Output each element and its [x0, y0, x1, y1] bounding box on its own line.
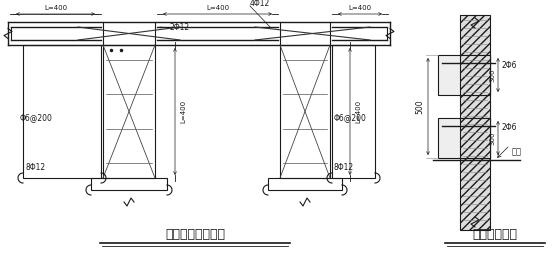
- Text: L=400: L=400: [44, 5, 67, 11]
- Text: L=400: L=400: [206, 5, 229, 11]
- Text: 4Φ12: 4Φ12: [250, 0, 270, 8]
- Text: L=400: L=400: [348, 5, 372, 11]
- Text: 2Φ6: 2Φ6: [502, 61, 517, 70]
- Text: 8Φ12: 8Φ12: [25, 164, 45, 173]
- Text: L=400: L=400: [355, 100, 361, 123]
- Text: Φ6@200: Φ6@200: [334, 113, 367, 122]
- Bar: [268, 178, 342, 190]
- Text: Φ6@200: Φ6@200: [20, 113, 53, 122]
- Bar: [23, 45, 101, 178]
- Text: 500: 500: [415, 99, 424, 114]
- Text: 300: 300: [489, 68, 495, 82]
- Text: 梁与梁联结示意图: 梁与梁联结示意图: [165, 229, 225, 241]
- Text: 2Φ6: 2Φ6: [502, 124, 517, 133]
- Text: 300: 300: [489, 131, 495, 145]
- Text: 楼面: 楼面: [512, 147, 522, 156]
- Bar: [460, 118, 490, 158]
- Bar: [460, 15, 490, 230]
- Bar: [91, 178, 167, 190]
- Bar: [438, 118, 490, 158]
- Text: L=400: L=400: [180, 100, 186, 123]
- Text: 8Φ12: 8Φ12: [334, 164, 354, 173]
- Bar: [460, 55, 490, 95]
- Text: 马牙梯示意图: 马牙梯示意图: [473, 229, 517, 241]
- Text: 2Φ12: 2Φ12: [170, 24, 190, 33]
- Bar: [280, 45, 330, 178]
- Bar: [332, 45, 375, 178]
- Bar: [438, 55, 490, 95]
- Bar: [103, 45, 155, 178]
